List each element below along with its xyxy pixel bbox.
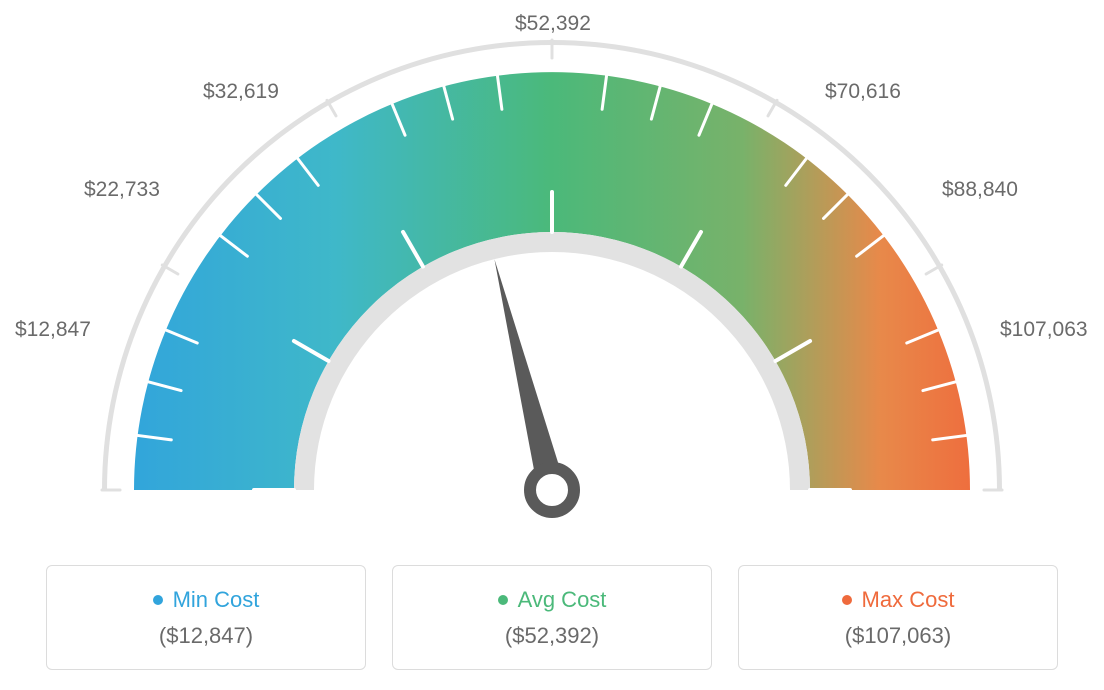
bullet-icon — [498, 595, 508, 605]
legend-card-avg: Avg Cost ($52,392) — [392, 565, 712, 670]
legend-title-text: Avg Cost — [518, 587, 607, 613]
legend-card-max: Max Cost ($107,063) — [738, 565, 1058, 670]
legend-card-min: Min Cost ($12,847) — [46, 565, 366, 670]
legend-title-text: Max Cost — [862, 587, 955, 613]
legend-value-min: ($12,847) — [159, 623, 253, 649]
cost-gauge-widget: $12,847 $22,733 $32,619 $52,392 $70,616 $88,8… — [0, 0, 1104, 690]
legend-title-text: Min Cost — [173, 587, 260, 613]
gauge-tick-label: $12,847 — [15, 318, 91, 342]
legend-title-avg: Avg Cost — [498, 587, 607, 613]
bullet-icon — [153, 595, 163, 605]
gauge-tick-label: $22,733 — [84, 178, 160, 202]
legend-title-min: Min Cost — [153, 587, 260, 613]
legend-value-avg: ($52,392) — [505, 623, 599, 649]
gauge-tick-label: $107,063 — [1000, 318, 1088, 342]
gauge-svg — [0, 0, 1104, 540]
legend-row: Min Cost ($12,847) Avg Cost ($52,392) Ma… — [0, 565, 1104, 670]
gauge-tick-label: $88,840 — [942, 178, 1018, 202]
gauge-tick-label: $70,616 — [825, 80, 901, 104]
gauge-tick-label: $32,619 — [203, 80, 279, 104]
gauge-tick-label: $52,392 — [515, 12, 591, 36]
bullet-icon — [842, 595, 852, 605]
legend-value-max: ($107,063) — [845, 623, 951, 649]
gauge-area: $12,847 $22,733 $32,619 $52,392 $70,616 $88,8… — [0, 0, 1104, 540]
legend-title-max: Max Cost — [842, 587, 955, 613]
